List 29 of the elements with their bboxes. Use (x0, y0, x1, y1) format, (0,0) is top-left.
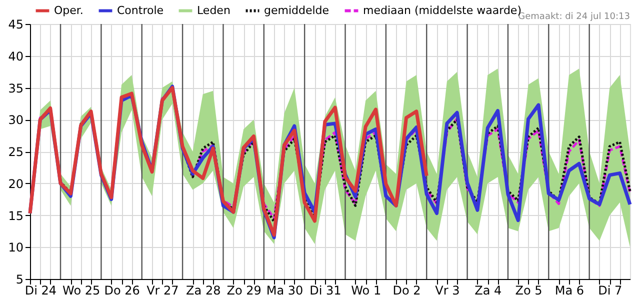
y-tick-label: 15 (8, 208, 24, 223)
y-tick-label: 25 (8, 145, 24, 159)
x-tick-label: Vr 27 (146, 284, 179, 298)
x-tick-label: Do 2 (392, 284, 421, 298)
x-tick-label: Di 24 (24, 284, 57, 298)
y-tick-label: 40 (8, 49, 24, 64)
x-tick-label: Za 4 (474, 284, 502, 298)
line-series (28, 86, 428, 237)
legend-label: Oper. (54, 4, 84, 17)
x-tick-label: Ma 30 (266, 284, 304, 298)
y-tick-label: 5 (16, 272, 24, 286)
x-tick-label: Do 26 (104, 284, 140, 298)
y-tick-label: 30 (8, 113, 24, 128)
y-tick-label: 35 (8, 81, 24, 96)
x-tick-label: Zo 5 (515, 284, 542, 298)
x-tick-label: Zo 29 (226, 284, 262, 298)
x-tick-label: Ma 6 (554, 284, 584, 298)
x-tick-label: Di 7 (598, 284, 622, 298)
y-tick-label: 20 (8, 176, 24, 191)
x-tick-label: Vr 3 (435, 284, 460, 298)
legend-label: Controle (117, 4, 164, 17)
y-tick-label: 45 (8, 18, 24, 32)
y-tick-label: 10 (8, 240, 24, 255)
x-tick-label: Di 31 (310, 284, 342, 298)
x-tick-label: Za 28 (186, 284, 221, 298)
legend-label: gemiddelde (264, 4, 330, 17)
legend-label: Leden (197, 4, 230, 17)
x-tick-label: Wo 25 (62, 284, 100, 298)
x-tick-label: Wo 1 (351, 284, 382, 298)
